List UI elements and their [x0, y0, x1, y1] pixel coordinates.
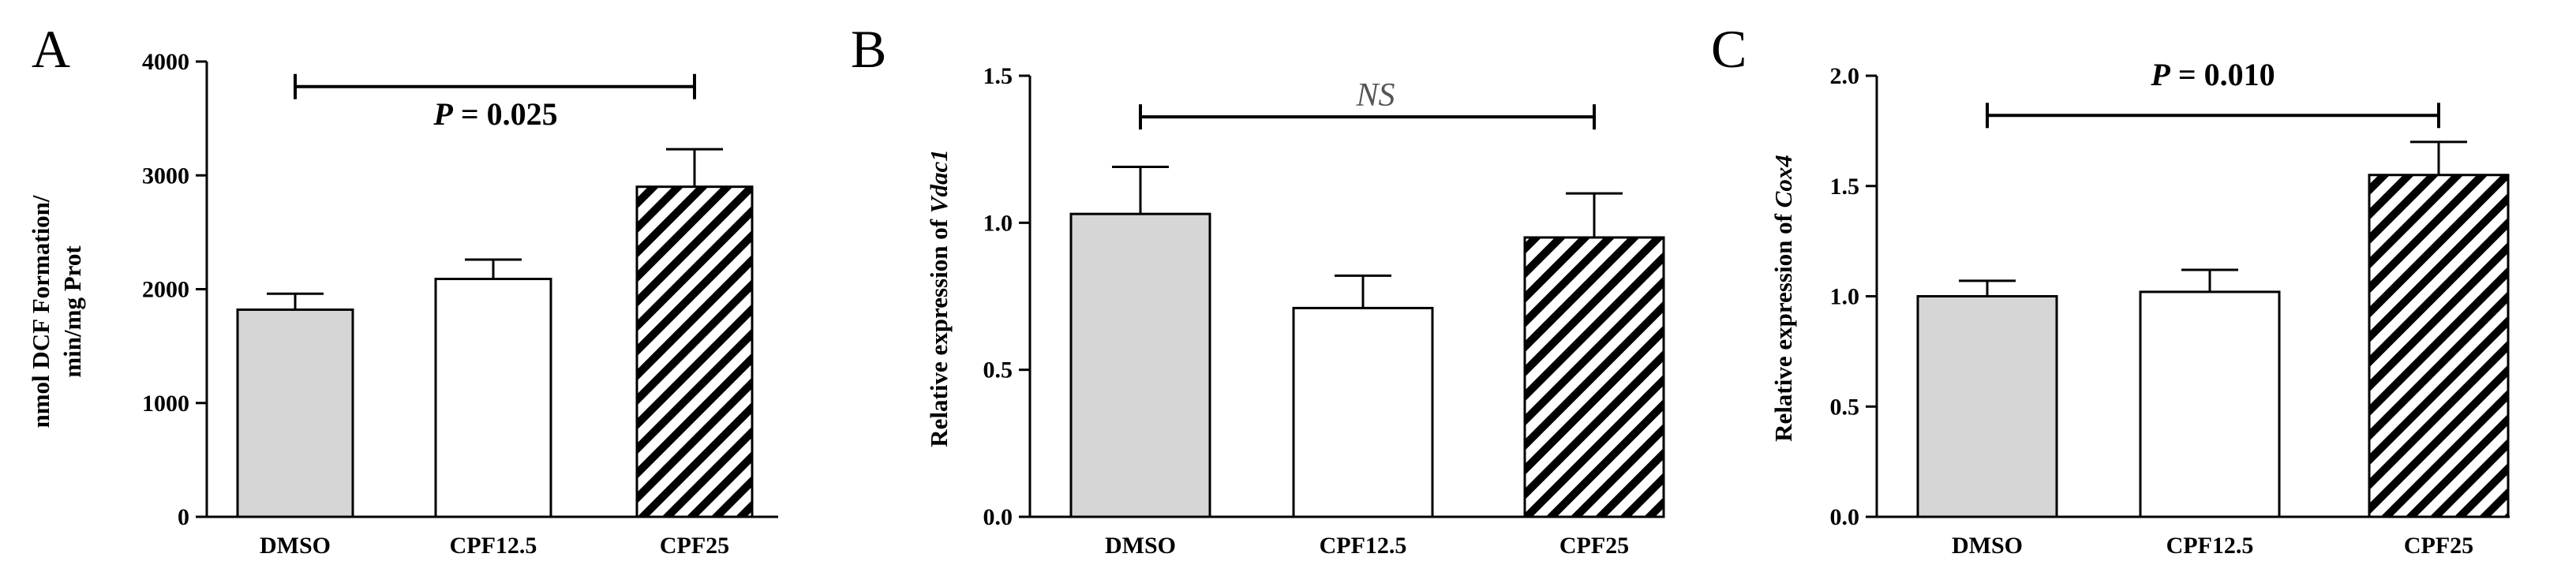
significance-label: P = 0.025 [432, 96, 557, 132]
x-tick-label: CPF12.5 [1320, 533, 1407, 559]
bar-dmso [1069, 212, 1211, 518]
panel-c: C Relative expression of Cox4 P = 0.010 … [1711, 19, 2510, 559]
x-tick-label: DMSO [1105, 533, 1176, 559]
significance-label: P = 0.010 [2150, 57, 2275, 92]
significance-label: NS [1355, 77, 1395, 114]
y-tick-label: 2000 [142, 277, 189, 303]
bar-dmso [236, 308, 354, 518]
panel-a: A nmol DCF Formation/ min/mg Prot P = 0.… [27, 19, 778, 559]
y-tick-label: 0.0 [1830, 504, 1860, 530]
y-tick-label: 0 [178, 504, 189, 530]
bar-cpf12-5 [1292, 306, 1434, 518]
x-tick-label: DMSO [260, 533, 331, 559]
y-tick-label: 1.5 [983, 63, 1013, 89]
bar-cpf12-5 [434, 278, 552, 518]
bar-cpf25 [1523, 236, 1665, 518]
y-tick-label: 2.0 [1830, 63, 1860, 89]
x-tick-label: CPF25 [2404, 533, 2473, 559]
bar-cpf12-5 [2139, 290, 2281, 518]
bar-cpf25 [635, 185, 754, 518]
y-axis-label: Relative expression of Cox4 [1769, 155, 1797, 442]
x-tick-label: CPF25 [660, 533, 729, 559]
bar-dmso [1916, 295, 2058, 518]
panel-letter: C [1711, 19, 1747, 79]
x-tick-label: CPF25 [1559, 533, 1629, 559]
y-tick-label: 0.5 [1830, 394, 1860, 420]
y-axis-label: Relative expression of Vdac1 [925, 149, 953, 447]
y-tick-label: 1.0 [1830, 284, 1860, 310]
y-axis-label-line-2: min/mg Prot [58, 245, 86, 378]
y-tick-label: 4000 [142, 49, 189, 75]
y-tick-label: 1.5 [1830, 174, 1860, 200]
y-axis-label-line-1: nmol DCF Formation/ [27, 195, 54, 428]
panel-b: B Relative expression of Vdac1 NS 0.0 0.5… [851, 19, 1665, 559]
panel-letter: B [851, 19, 886, 79]
x-tick-label: CPF12.5 [450, 533, 537, 559]
y-tick-label: 3000 [142, 163, 189, 189]
y-tick-label: 1000 [142, 391, 189, 417]
x-tick-label: CPF12.5 [2166, 533, 2254, 559]
panel-letter: A [32, 19, 70, 79]
y-tick-label: 0.0 [983, 504, 1013, 530]
y-tick-label: 1.0 [983, 210, 1013, 236]
y-tick-label: 0.5 [983, 357, 1013, 383]
x-tick-label: DMSO [1952, 533, 2023, 559]
bar-cpf25 [2368, 174, 2510, 518]
